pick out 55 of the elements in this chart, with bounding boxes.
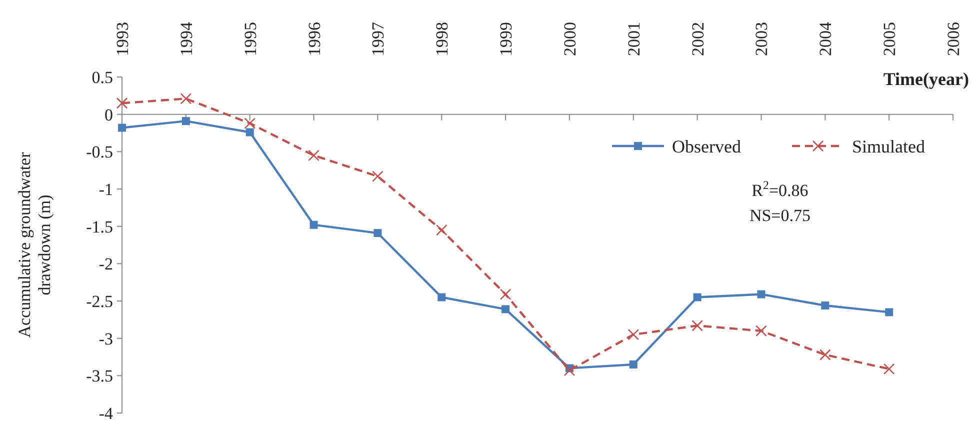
point [180, 93, 192, 104]
x-tick-label: 1995 [240, 22, 260, 56]
x-tick-label: 1994 [176, 22, 196, 56]
point [564, 364, 576, 376]
x-tick-label: 2002 [688, 22, 708, 56]
y-tick-label: -1 [98, 180, 113, 199]
y-tick-label: -3.5 [86, 366, 113, 386]
point [372, 170, 384, 182]
annotation: R$^{2}$=0.86 [752, 178, 808, 200]
point [757, 290, 766, 298]
x-tick-label: 1998 [432, 22, 452, 56]
x-tick-label: 2000 [560, 22, 580, 56]
x-tick-label: 2006 [944, 22, 963, 56]
y-tick-label: -4 [98, 404, 114, 423]
x-tick-label: 1993 [113, 22, 132, 56]
x-tick-label: 1999 [496, 22, 516, 56]
point [693, 293, 702, 302]
point [182, 117, 190, 126]
point [438, 293, 446, 302]
point [244, 118, 256, 129]
legend-label: Observed [672, 136, 741, 156]
point [436, 224, 448, 236]
y-tick-label: 0 [104, 105, 113, 124]
point [628, 328, 640, 340]
x-tick-label: 2004 [816, 22, 836, 56]
y-tick-label: -3 [98, 329, 113, 348]
point [374, 229, 382, 238]
point [502, 305, 510, 314]
point [308, 150, 320, 162]
point [116, 97, 128, 109]
x-tick-label: 2005 [880, 22, 900, 56]
point [118, 124, 126, 132]
point [885, 308, 894, 316]
point [692, 320, 703, 332]
y-tick-label: -2 [98, 254, 113, 274]
legend-label: Simulated [852, 136, 925, 156]
y-axis-title: Accumulative groundwater drawdown (m) [15, 152, 54, 338]
point [246, 128, 254, 136]
point [883, 363, 895, 375]
point [310, 220, 318, 229]
point [629, 360, 638, 368]
y-tick-label: -2.5 [86, 292, 113, 311]
annotation: NS=0.75 [749, 206, 811, 225]
x-tick-label: 2003 [752, 22, 772, 56]
x-axis-title: Time(year) [883, 69, 969, 89]
x-tick-label: 1997 [368, 22, 388, 56]
point [821, 301, 830, 310]
y-tick-label: -1.5 [86, 217, 113, 236]
x-tick-label: 1996 [304, 22, 324, 56]
x-tick-label: 2001 [624, 22, 644, 56]
y-tick-label: 0.5 [92, 68, 113, 87]
point [820, 349, 831, 360]
point [500, 288, 512, 300]
y-tick-label: -0.5 [86, 142, 113, 162]
point [756, 325, 767, 337]
